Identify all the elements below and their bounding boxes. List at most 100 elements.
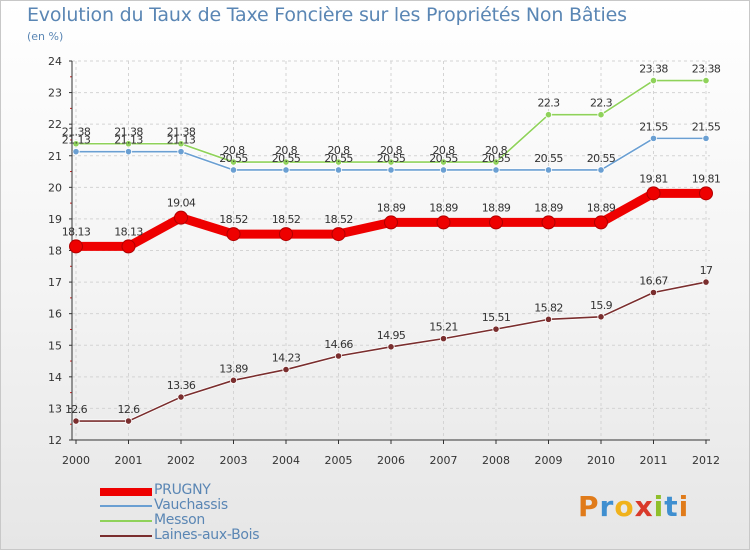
- data-point: [279, 227, 293, 242]
- data-point: [334, 166, 343, 174]
- data-label: 16.67: [639, 275, 668, 288]
- data-label: 20.55: [587, 152, 616, 165]
- data-label: 20.55: [429, 152, 458, 165]
- data-point: [597, 111, 605, 119]
- data-label: 18.52: [272, 213, 301, 226]
- x-tick-label: 2006: [377, 454, 405, 467]
- data-label: 21.38: [62, 126, 91, 139]
- data-point: [702, 278, 710, 286]
- data-point: [331, 227, 346, 242]
- data-label: 19.81: [692, 172, 721, 185]
- x-tick-label: 2007: [430, 454, 458, 467]
- data-point: [124, 148, 133, 156]
- x-tick-label: 2009: [535, 454, 563, 467]
- y-tick-label: 13: [48, 402, 62, 415]
- y-tick-label: 21: [48, 150, 62, 163]
- data-label: 20.8: [380, 144, 403, 157]
- y-tick-label: 20: [48, 181, 62, 194]
- data-point: [72, 148, 80, 156]
- x-tick-label: 2000: [62, 454, 90, 467]
- data-label: 12.6: [117, 403, 140, 416]
- data-point: [646, 186, 661, 201]
- data-label: 18.89: [482, 201, 511, 214]
- x-tick-label: 2008: [482, 454, 510, 467]
- data-point: [699, 186, 713, 201]
- data-point: [384, 215, 398, 230]
- data-point: [174, 210, 188, 225]
- data-point: [387, 158, 395, 166]
- axes: 12 13 14 15 16 17 18 19 20 21 22 23 24 2000 2001 2002 20…: [48, 55, 720, 467]
- data-label: 23.38: [639, 63, 668, 76]
- data-label: 18.52: [324, 213, 353, 226]
- data-label: 20.8: [485, 144, 508, 157]
- data-point: [439, 335, 448, 343]
- data-label: 15.9: [590, 299, 613, 312]
- y-tick-label: 19: [48, 213, 62, 226]
- legend-label: PRUGNY: [154, 482, 211, 498]
- data-label: 21.55: [692, 120, 721, 133]
- data-point: [544, 166, 553, 174]
- y-tick-label: 24: [48, 55, 62, 68]
- data-label: 15.21: [429, 321, 458, 334]
- data-point: [544, 111, 553, 119]
- y-tick-label: 12: [48, 434, 62, 447]
- data-label: 18.89: [587, 201, 616, 214]
- data-point: [124, 417, 133, 425]
- legend-swatch: [100, 505, 152, 507]
- data-point: [121, 239, 136, 254]
- data-point: [649, 76, 658, 85]
- data-point: [72, 417, 80, 425]
- data-point: [124, 140, 133, 148]
- data-label: 19.04: [167, 197, 196, 210]
- data-label: 17: [700, 264, 713, 277]
- data-label: 18.13: [62, 225, 91, 238]
- x-tick-label: 2005: [325, 454, 353, 467]
- data-labels: 18.13 18.13 19.04 18.52 18.52 18.52 18.89 18.89…: [62, 63, 722, 416]
- data-point: [177, 140, 185, 148]
- data-label: 20.55: [219, 152, 248, 165]
- x-tick-label: 2001: [115, 454, 143, 467]
- data-point: [544, 315, 553, 323]
- legend-label: Laines-aux-Bois: [154, 527, 260, 543]
- data-point: [177, 393, 185, 401]
- data-label: 14.66: [324, 338, 353, 351]
- y-tick-label: 16: [48, 308, 62, 321]
- data-label: 14.95: [377, 329, 406, 342]
- data-label: 22.3: [537, 97, 560, 110]
- data-label: 14.23: [272, 352, 301, 365]
- data-point: [702, 134, 710, 142]
- data-label: 20.55: [272, 152, 301, 165]
- data-label: 20.8: [222, 144, 245, 157]
- y-tick-label: 18: [48, 245, 62, 258]
- data-point: [597, 166, 605, 174]
- data-label: 21.13: [114, 134, 143, 147]
- series-lines: [69, 76, 713, 425]
- data-point: [229, 166, 238, 174]
- legend-label: Vauchassis: [154, 497, 228, 513]
- y-tick-label: 23: [48, 87, 62, 100]
- data-point: [282, 365, 290, 374]
- data-point: [177, 148, 185, 156]
- data-point: [282, 166, 290, 174]
- y-tick-label: 22: [48, 118, 62, 131]
- legend-swatch: [100, 535, 152, 537]
- data-label: 18.89: [377, 201, 406, 214]
- data-label: 18.89: [429, 201, 458, 214]
- data-point: [597, 313, 605, 321]
- x-tick-label: 2002: [167, 454, 195, 467]
- data-label: 18.89: [534, 201, 563, 214]
- x-tick-label: 2010: [587, 454, 615, 467]
- data-label: 20.55: [324, 152, 353, 165]
- data-point: [492, 325, 500, 333]
- legend-swatch: [100, 488, 152, 496]
- x-tick-label: 2003: [220, 454, 248, 467]
- data-point: [702, 76, 710, 85]
- legend-swatch: [100, 520, 152, 522]
- data-point: [226, 227, 241, 242]
- data-label: 20.55: [482, 152, 511, 165]
- data-label: 20.55: [534, 152, 563, 165]
- data-label: 21.38: [114, 126, 143, 139]
- data-point: [69, 239, 83, 254]
- data-point: [387, 343, 395, 351]
